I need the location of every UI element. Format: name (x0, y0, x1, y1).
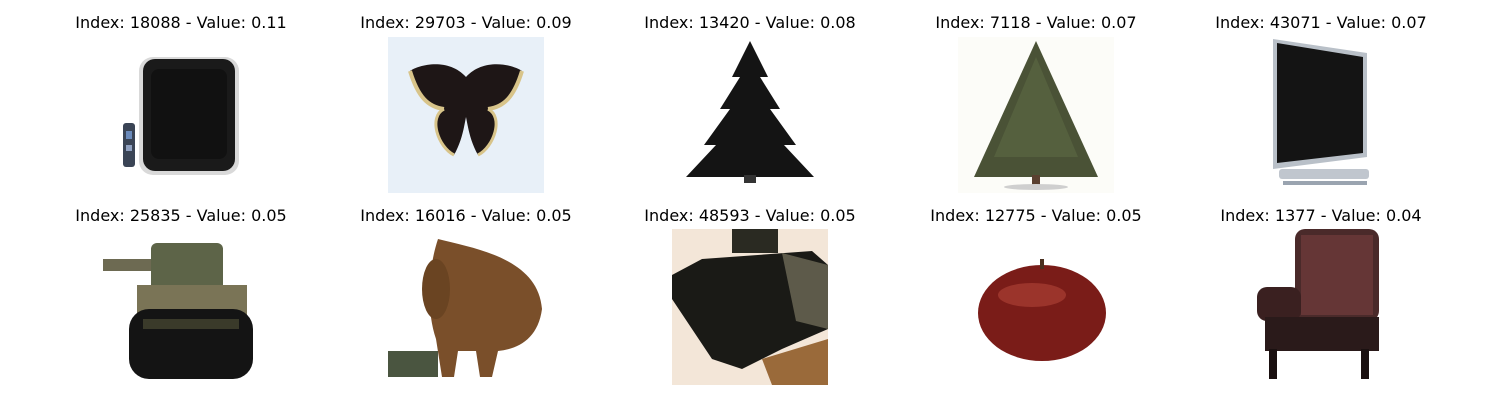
flat-monitor-image (1243, 37, 1399, 193)
bison-image (388, 229, 544, 385)
television-image (103, 37, 259, 193)
tank-image (103, 229, 259, 385)
item-title: Index: 13420 - Value: 0.08 (644, 13, 856, 32)
item-title: Index: 12775 - Value: 0.05 (930, 206, 1142, 225)
tank-closeup-image (672, 229, 828, 385)
pine-tree-image (958, 37, 1114, 193)
item-title: Index: 48593 - Value: 0.05 (644, 206, 856, 225)
apple-image (958, 229, 1114, 385)
dark-pine-tree-image (672, 37, 828, 193)
item-title: Index: 43071 - Value: 0.07 (1215, 13, 1427, 32)
item-title: Index: 16016 - Value: 0.05 (360, 206, 572, 225)
item-title: Index: 29703 - Value: 0.09 (360, 13, 572, 32)
item-title: Index: 25835 - Value: 0.05 (75, 206, 287, 225)
item-title: Index: 1377 - Value: 0.04 (1220, 206, 1422, 225)
butterfly-image (388, 37, 544, 193)
item-title: Index: 18088 - Value: 0.11 (75, 13, 287, 32)
armchair-image (1243, 229, 1399, 385)
item-title: Index: 7118 - Value: 0.07 (935, 13, 1137, 32)
